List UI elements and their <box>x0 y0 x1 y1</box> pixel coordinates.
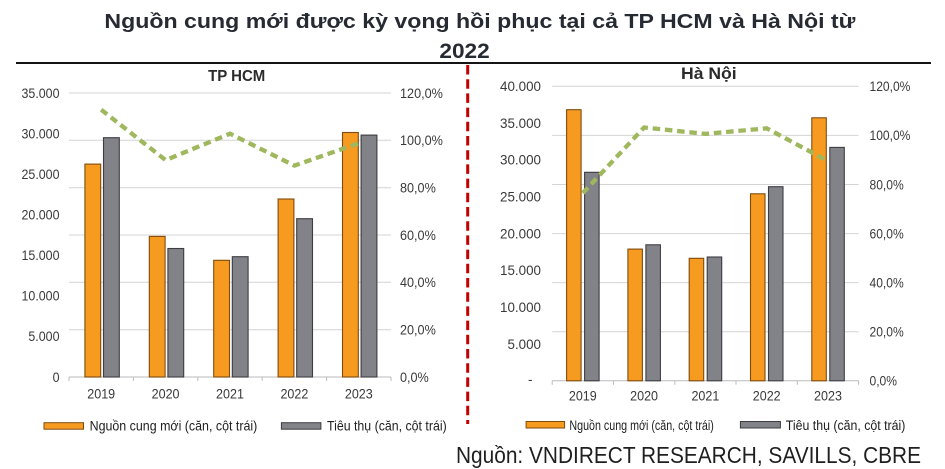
svg-text:20.000: 20.000 <box>22 207 60 223</box>
svg-text:35.000: 35.000 <box>22 85 60 101</box>
svg-text:2023: 2023 <box>345 385 373 401</box>
svg-text:2022: 2022 <box>753 388 781 404</box>
svg-text:5.000: 5.000 <box>28 328 59 344</box>
svg-text:30.000: 30.000 <box>22 125 60 141</box>
svg-text:2022: 2022 <box>439 40 489 63</box>
svg-text:Tiêu thụ (căn, cột trái): Tiêu thụ (căn, cột trái) <box>327 417 447 433</box>
svg-text:15.000: 15.000 <box>22 247 60 263</box>
svg-text:TP HCM: TP HCM <box>208 68 265 85</box>
svg-text:Nguồn cung mới được kỳ vọng hồ: Nguồn cung mới được kỳ vọng hồi phục tại… <box>104 11 856 33</box>
svg-text:25.000: 25.000 <box>500 189 541 205</box>
svg-text:Hà Nội: Hà Nội <box>681 65 737 83</box>
svg-text:25.000: 25.000 <box>22 166 60 182</box>
svg-text:5.000: 5.000 <box>508 336 542 352</box>
svg-text:10.000: 10.000 <box>500 299 541 315</box>
svg-text:Tiêu thụ (căn, cột trái): Tiêu thụ (căn, cột trái) <box>786 418 906 433</box>
svg-text:Nguồn: VNDIRECT RESEARCH, SAVI: Nguồn: VNDIRECT RESEARCH, SAVILLS, CBRE <box>456 442 921 468</box>
svg-text:100,0%: 100,0% <box>400 132 443 148</box>
svg-text:Nguồn cung mới (căn, cột trái): Nguồn cung mới (căn, cột trái) <box>569 418 713 433</box>
svg-text:2019: 2019 <box>87 385 115 401</box>
svg-text:0: 0 <box>53 369 60 385</box>
svg-text:2020: 2020 <box>630 388 658 404</box>
svg-text:35.000: 35.000 <box>500 115 541 131</box>
svg-text:60,0%: 60,0% <box>400 227 436 243</box>
svg-text:40,0%: 40,0% <box>400 274 436 290</box>
svg-text:2023: 2023 <box>814 388 842 404</box>
svg-text:2021: 2021 <box>691 388 719 404</box>
svg-text:100,0%: 100,0% <box>870 127 911 143</box>
svg-text:120,0%: 120,0% <box>400 85 443 101</box>
svg-text:20,0%: 20,0% <box>400 322 436 338</box>
svg-text:80,0%: 80,0% <box>870 176 904 192</box>
svg-text:80,0%: 80,0% <box>400 180 436 196</box>
svg-text:20,0%: 20,0% <box>870 324 904 340</box>
svg-text:0,0%: 0,0% <box>400 369 429 385</box>
svg-text:2022: 2022 <box>280 385 308 401</box>
svg-text:40,0%: 40,0% <box>870 274 904 290</box>
svg-text:-: - <box>528 371 533 387</box>
svg-text:2019: 2019 <box>569 388 597 404</box>
svg-text:2020: 2020 <box>152 385 180 401</box>
svg-text:Nguồn cung mới (căn, cột trái): Nguồn cung mới (căn, cột trái) <box>90 417 258 433</box>
svg-text:30.000: 30.000 <box>500 152 541 168</box>
svg-text:120,0%: 120,0% <box>870 78 911 94</box>
svg-text:20.000: 20.000 <box>500 225 541 241</box>
svg-text:10.000: 10.000 <box>22 288 60 304</box>
svg-text:0,0%: 0,0% <box>870 373 898 389</box>
svg-text:60,0%: 60,0% <box>870 225 904 241</box>
svg-text:40.000: 40.000 <box>500 78 541 94</box>
svg-text:2021: 2021 <box>216 385 244 401</box>
svg-text:15.000: 15.000 <box>500 262 541 278</box>
